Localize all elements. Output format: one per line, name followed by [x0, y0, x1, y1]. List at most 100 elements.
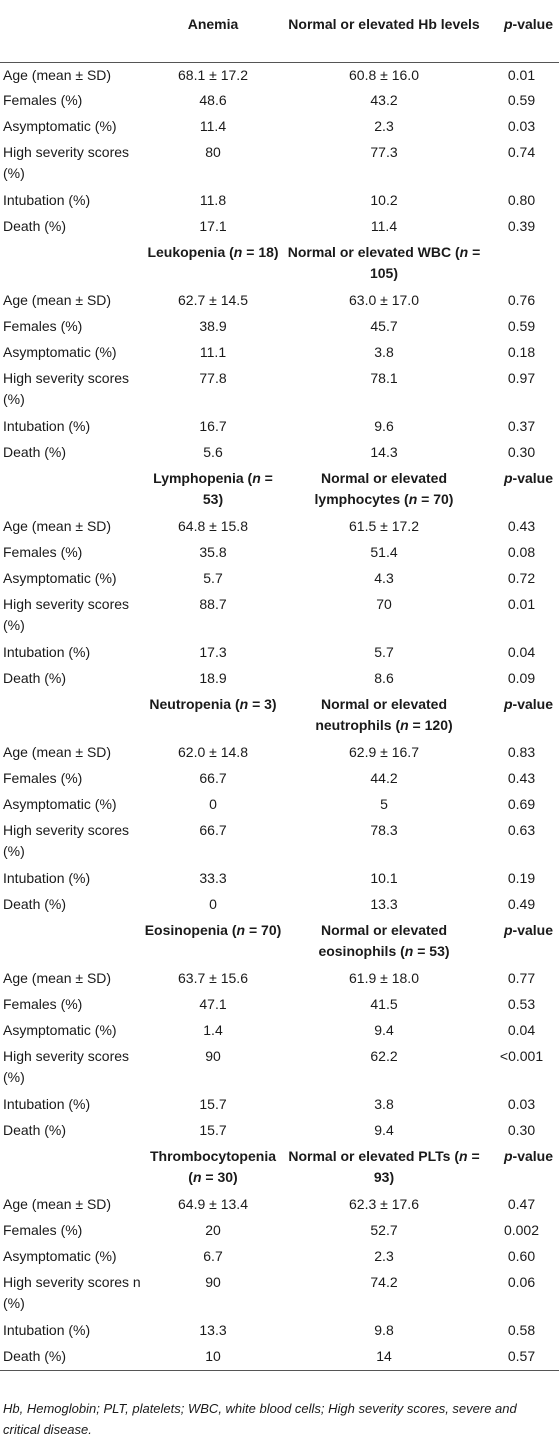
- table-row: Death (%) 10 14 0.57: [0, 1344, 559, 1371]
- row-label: Death (%): [3, 444, 67, 460]
- value-cell: 64.9 ± 13.4: [178, 1196, 248, 1212]
- p-value-cell: 0.03: [507, 118, 536, 134]
- row-label: Age (mean ± SD): [3, 744, 112, 760]
- row-label: Asymptomatic (%): [3, 570, 117, 586]
- p-value-cell: 0.58: [507, 1322, 536, 1338]
- row-label: Age (mean ± SD): [3, 66, 112, 83]
- value-cell: 66.7: [199, 822, 227, 838]
- p-value-cell: 0.59: [507, 92, 536, 108]
- value-cell: 51.4: [370, 544, 398, 560]
- p-value-cell: 0.97: [507, 370, 536, 386]
- value-cell: 62.9 ± 16.7: [349, 744, 419, 760]
- value-cell: 61.5 ± 17.2: [349, 518, 419, 534]
- value-cell: 10.2: [370, 192, 398, 208]
- table-row: High severity scores n (%) 90 74.2 0.06: [0, 1270, 559, 1318]
- p-value-cell: 0.01: [507, 596, 536, 612]
- value-cell: 0: [209, 896, 217, 912]
- section-header-row: Leukopenia (n = 18) Normal or elevated WB…: [0, 240, 559, 288]
- table-row: Intubation (%) 33.3 10.1 0.19: [0, 866, 559, 892]
- table-row: Age (mean ± SD) 64.8 ± 15.8 61.5 ± 17.2 0.4…: [0, 514, 559, 540]
- value-cell: 10.1: [370, 870, 398, 886]
- table-row: High severity scores (%) 88.7 70 0.01: [0, 592, 559, 640]
- row-label: Intubation (%): [3, 1322, 91, 1338]
- value-cell: 74.2: [370, 1274, 398, 1290]
- p-value-cell: <0.001: [499, 1048, 544, 1064]
- p-value-cell: 0.83: [507, 744, 536, 760]
- value-cell: 10: [142, 1344, 284, 1371]
- value-cell: 4.3: [374, 570, 394, 586]
- p-value-cell: 0.72: [507, 570, 536, 586]
- p-value-cell: 0.08: [507, 544, 536, 560]
- p-value-cell: 0.43: [507, 518, 536, 534]
- p-value-cell: 0.43: [507, 770, 536, 786]
- table-row: Females (%) 48.6 43.2 0.59: [0, 88, 559, 114]
- row-label: High severity scores (%): [3, 822, 130, 859]
- value-cell: 3.8: [374, 1096, 394, 1112]
- value-cell: 47.1: [199, 996, 227, 1012]
- table-row: Intubation (%) 11.8 10.2 0.80: [0, 188, 559, 214]
- value-cell: 1.4: [203, 1022, 223, 1038]
- p-value-cell: 0.19: [507, 870, 536, 886]
- value-cell: 62.7 ± 14.5: [178, 292, 248, 308]
- header-group-normal: Normal or elevated Hb levels: [284, 0, 484, 63]
- row-label: Age (mean ± SD): [3, 292, 112, 308]
- value-cell: 78.1: [370, 370, 398, 386]
- row-label: High severity scores (%): [3, 1048, 130, 1085]
- value-cell: 62.2: [370, 1048, 398, 1064]
- table-row: Age (mean ± SD) 62.0 ± 14.8 62.9 ± 16.7 0.8…: [0, 740, 559, 766]
- p-value-cell: 0.77: [507, 970, 536, 986]
- table-row: Asymptomatic (%) 5.7 4.3 0.72: [0, 566, 559, 592]
- row-label: High severity scores n (%): [3, 1274, 141, 1311]
- p-value-cell: 0.09: [507, 670, 536, 686]
- value-cell: 77.8: [199, 370, 227, 386]
- row-label: Intubation (%): [3, 644, 91, 660]
- header-group-low: Lymphopenia (n = 53): [153, 470, 273, 507]
- value-cell: 41.5: [370, 996, 398, 1012]
- value-cell: 33.3: [199, 870, 227, 886]
- value-cell: 90: [205, 1274, 221, 1290]
- section-header-row: Eosinopenia (n = 70) Normal or elevated e…: [0, 918, 559, 966]
- value-cell: 5: [380, 796, 388, 812]
- table-row: Death (%) 18.9 8.6 0.09: [0, 666, 559, 692]
- row-label: Females (%): [3, 996, 83, 1012]
- p-value-cell: 0.39: [507, 218, 536, 234]
- table-row: Age (mean ± SD) 62.7 ± 14.5 63.0 ± 17.0 0.7…: [0, 288, 559, 314]
- value-cell: 16.7: [199, 418, 227, 434]
- header-group-normal: Normal or elevated lymphocytes (n = 70): [314, 470, 454, 507]
- table-row: Asymptomatic (%) 6.7 2.3 0.60: [0, 1244, 559, 1270]
- row-label: Asymptomatic (%): [3, 344, 117, 360]
- p-value-cell: 0.80: [507, 192, 536, 208]
- p-value-cell: 0.30: [507, 1122, 536, 1138]
- table-row: Females (%) 35.8 51.4 0.08: [0, 540, 559, 566]
- row-label: High severity scores (%): [3, 370, 130, 407]
- table-row: High severity scores (%) 66.7 78.3 0.63: [0, 818, 559, 866]
- table-row: Age (mean ± SD) 64.9 ± 13.4 62.3 ± 17.6 0.4…: [0, 1192, 559, 1218]
- value-cell: 15.7: [199, 1096, 227, 1112]
- value-cell: 9.6: [374, 418, 394, 434]
- value-cell: 78.3: [370, 822, 398, 838]
- header-group-normal: Normal or elevated eosinophils (n = 53): [318, 922, 450, 959]
- row-label: Death (%): [3, 218, 67, 234]
- value-cell: 43.2: [370, 92, 398, 108]
- header-blank: [0, 0, 142, 63]
- value-cell: 11.4: [199, 118, 227, 134]
- row-label: High severity scores (%): [3, 144, 130, 181]
- value-cell: 2.3: [374, 1248, 394, 1264]
- value-cell: 9.4: [374, 1022, 394, 1038]
- table-row: Age (mean ± SD) 63.7 ± 15.6 61.9 ± 18.0 0.7…: [0, 966, 559, 992]
- row-label: Intubation (%): [3, 870, 91, 886]
- table-row: Asymptomatic (%) 11.1 3.8 0.18: [0, 340, 559, 366]
- row-label: Age (mean ± SD): [3, 1196, 112, 1212]
- row-label: Females (%): [3, 1222, 83, 1238]
- value-cell: 6.7: [203, 1248, 223, 1264]
- p-value-cell: 0.74: [507, 144, 536, 160]
- value-cell: 44.2: [370, 770, 398, 786]
- value-cell: 62.3 ± 17.6: [349, 1196, 419, 1212]
- value-cell: 48.6: [199, 92, 227, 108]
- p-value-cell: 0.49: [507, 896, 536, 912]
- table-row: Females (%) 66.7 44.2 0.43: [0, 766, 559, 792]
- results-table: Anemia Normal or elevated Hb levels p-valu…: [0, 0, 559, 1371]
- header-group-low: Leukopenia (n = 18): [147, 244, 279, 260]
- header-p-value: p-value: [503, 1148, 553, 1164]
- row-label: Age (mean ± SD): [3, 970, 112, 986]
